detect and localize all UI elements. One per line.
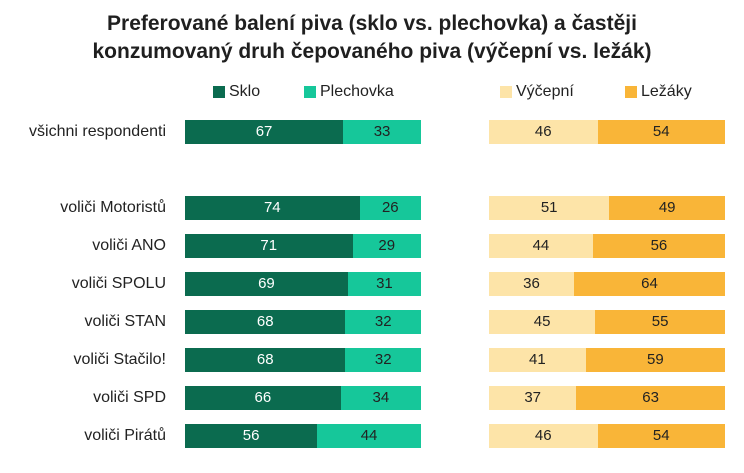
row-label: voliči Motoristů <box>60 199 166 216</box>
glass-bar-value-label: 67 <box>255 123 273 140</box>
tap-bar-value-label: 45 <box>533 313 551 330</box>
tap-bar-ležáky <box>609 196 725 220</box>
glass-bar-sklo <box>185 386 341 410</box>
tap-bar-value-label: 41 <box>529 351 546 368</box>
tap-bar-ležáky <box>585 348 725 372</box>
tap-bar-value-label: 51 <box>540 199 558 216</box>
row-label: voliči ANO <box>92 237 166 254</box>
legend-label-vycepni: Výčepní <box>516 83 574 100</box>
tap-bar-value-label: 46 <box>534 427 552 444</box>
glass-bar-value-label: 68 <box>256 313 274 330</box>
tap-bar-value-label: 36 <box>523 275 540 292</box>
glass-bar-plechovka <box>359 196 421 220</box>
glass-bar-plechovka <box>345 310 421 334</box>
glass-bar-value-label: 29 <box>378 237 396 254</box>
tap-bar-výčepní <box>489 120 598 144</box>
glass-bar-sklo <box>185 234 353 258</box>
row-label: voliči SPD <box>93 389 166 406</box>
row-label: všichni respondenti <box>29 123 166 140</box>
tap-bar-value-label: 59 <box>647 351 664 368</box>
glass-bar-sklo <box>185 196 360 220</box>
row-label: voliči STAN <box>84 313 167 330</box>
glass-bar-value-label: 74 <box>263 199 281 216</box>
glass-bar-value-label: 71 <box>260 237 278 254</box>
glass-bar-plechovka <box>317 424 421 448</box>
row-label: voliči SPOLU <box>71 275 166 292</box>
glass-bar-sklo <box>185 120 344 144</box>
tap-bar-value-label: 44 <box>532 237 550 254</box>
glass-bar-plechovka <box>345 348 421 372</box>
glass-bar-sklo <box>185 348 346 372</box>
glass-bar-sklo <box>185 424 318 448</box>
tap-bar-value-label: 63 <box>642 389 659 406</box>
tap-bar-výčepní <box>489 424 598 448</box>
glass-bar-value-label: 26 <box>381 199 399 216</box>
glass-bar-value-label: 68 <box>256 351 274 368</box>
tap-bar-ležáky <box>597 424 725 448</box>
glass-bar-plechovka <box>340 386 421 410</box>
tap-bar-value-label: 56 <box>650 237 668 254</box>
glass-bar-value-label: 32 <box>374 351 392 368</box>
tap-bar-value-label: 54 <box>652 427 670 444</box>
legend-label-plechovka: Plechovka <box>320 83 394 100</box>
tap-bar-ležáky <box>595 310 725 334</box>
legend-swatch-vycepni <box>500 86 512 98</box>
tap-bar-value-label: 54 <box>652 123 670 140</box>
legend-swatch-lezaky <box>625 86 637 98</box>
legend-swatch-sklo <box>213 86 225 98</box>
tap-bar-výčepní <box>489 234 593 258</box>
legend-swatch-plechovka <box>304 86 316 98</box>
row-label: voliči Stačilo! <box>73 351 166 368</box>
glass-bar-value-label: 31 <box>376 275 393 292</box>
glass-bar-sklo <box>185 310 346 334</box>
tap-bar-value-label: 55 <box>651 313 669 330</box>
tap-bar-ležáky <box>592 234 725 258</box>
chart-title-line-2: konzumovaný druh čepovaného piva (výčepn… <box>92 40 652 63</box>
tap-bar-ležáky <box>576 386 725 410</box>
glass-bar-value-label: 32 <box>374 313 392 330</box>
tap-bar-výčepní <box>489 272 574 296</box>
tap-bar-výčepní <box>489 386 577 410</box>
glass-bar-value-label: 33 <box>373 123 391 140</box>
tap-bar-value-label: 64 <box>641 275 658 292</box>
legend-label-sklo: Sklo <box>229 83 261 100</box>
glass-bar-value-label: 34 <box>372 389 390 406</box>
tap-bar-výčepní <box>489 348 586 372</box>
glass-bar-value-label: 56 <box>242 427 260 444</box>
tap-bar-value-label: 46 <box>534 123 552 140</box>
chart-title-line-1: Preferované balení piva (sklo vs. plecho… <box>107 12 637 35</box>
glass-bar-plechovka <box>343 120 421 144</box>
glass-bar-plechovka <box>352 234 421 258</box>
tap-bar-ležáky <box>573 272 725 296</box>
tap-bar-výčepní <box>489 310 596 334</box>
glass-bar-value-label: 69 <box>258 275 275 292</box>
tap-bar-value-label: 49 <box>658 199 676 216</box>
legend-label-lezaky: Ležáky <box>641 83 692 100</box>
row-label: voliči Pirátů <box>84 427 166 444</box>
tap-bar-výčepní <box>489 196 610 220</box>
tap-bar-ležáky <box>597 120 725 144</box>
tap-bar-value-label: 37 <box>524 389 541 406</box>
glass-bar-value-label: 44 <box>360 427 378 444</box>
glass-bar-sklo <box>185 272 348 296</box>
glass-bar-value-label: 66 <box>254 389 272 406</box>
glass-bar-plechovka <box>347 272 421 296</box>
